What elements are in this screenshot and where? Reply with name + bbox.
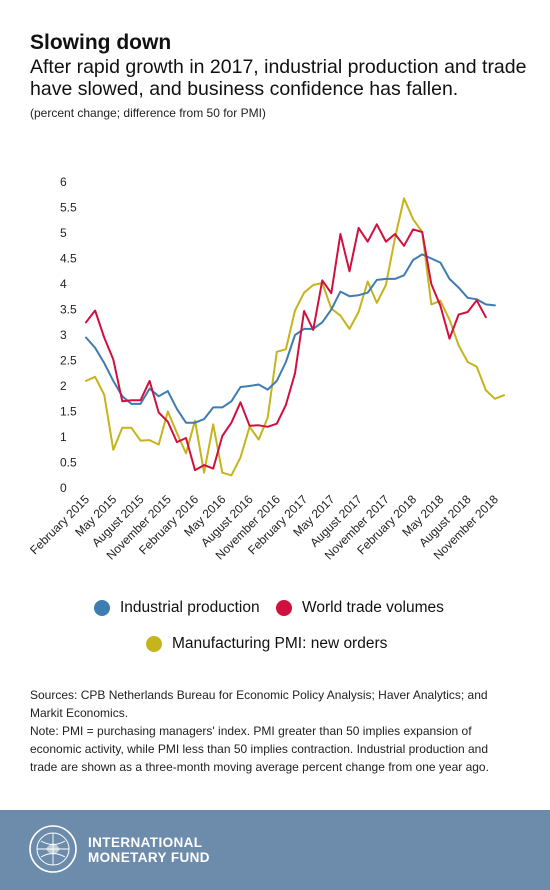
legend-item-world-trade-volumes: World trade volumes — [276, 599, 444, 617]
series-line-world-trade-volumes — [85, 223, 487, 472]
y-axis: 0 0.5 1 1.5 2 2.5 3 3.5 4 4.5 5 5.5 6 — [60, 175, 77, 495]
legend-item-manufacturing-pmi: Manufacturing PMI: new orders — [146, 635, 387, 653]
y-tick-label: 2 — [60, 379, 67, 393]
chart-title: Slowing down — [30, 31, 172, 54]
chart-subtitle: After rapid growth in 2017, industrial p… — [30, 56, 527, 100]
series-line-industrial-production — [85, 253, 496, 424]
series-lines — [85, 197, 505, 477]
units-note: (percent change; difference from 50 for … — [30, 106, 266, 120]
legend-label: Manufacturing PMI: new orders — [172, 635, 388, 652]
legend-item-industrial-production: Industrial production — [94, 599, 260, 617]
legend-swatch-manufacturing-pmi — [146, 636, 162, 652]
y-tick-label: 2.5 — [60, 354, 77, 368]
y-tick-label: 6 — [60, 175, 67, 189]
chart-header: Slowing down After rapid growth in 2017,… — [30, 30, 535, 121]
footer-bar: INTERNATIONAL MONETARY FUND — [0, 810, 550, 890]
series-line-manufacturing-pmi-new-orders — [85, 197, 505, 477]
line-chart: 0 0.5 1 1.5 2 2.5 3 3.5 4 4.5 5 5.5 6 February 2015M… — [27, 175, 505, 563]
org-name: INTERNATIONAL MONETARY FUND — [88, 835, 210, 865]
org-name-line1: INTERNATIONAL — [88, 835, 203, 850]
org-name-line2: MONETARY FUND — [88, 850, 210, 865]
y-tick-label: 1.5 — [60, 405, 77, 419]
y-tick-label: 5 — [60, 226, 67, 240]
y-tick-label: 3 — [60, 328, 67, 342]
y-tick-label: 0 — [60, 481, 67, 495]
legend-swatch-world-trade-volumes — [276, 600, 292, 616]
y-tick-label: 1 — [60, 430, 67, 444]
sources-text: Sources: CPB Netherlands Bureau for Econ… — [30, 688, 488, 720]
y-tick-label: 4 — [60, 277, 67, 291]
legend-label: World trade volumes — [302, 599, 444, 616]
y-tick-label: 4.5 — [60, 252, 77, 266]
legend-swatch-industrial-production — [94, 600, 110, 616]
legend-label: Industrial production — [120, 599, 260, 616]
sources-note: Note: PMI = purchasing managers' index. … — [30, 724, 489, 774]
y-tick-label: 0.5 — [60, 456, 77, 470]
sources-block: Sources: CPB Netherlands Bureau for Econ… — [30, 686, 510, 776]
imf-seal-logo — [29, 825, 77, 873]
y-tick-label: 5.5 — [60, 201, 77, 215]
y-tick-label: 3.5 — [60, 303, 77, 317]
